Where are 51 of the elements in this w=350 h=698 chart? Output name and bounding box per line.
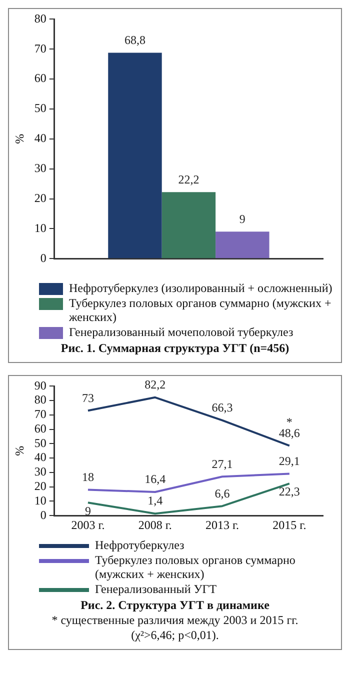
y-tick-label: 30 xyxy=(34,464,46,479)
legend-label: Туберкулез половых органов суммарно (мужских + женских) xyxy=(95,553,296,581)
data-label: 73 xyxy=(82,390,94,405)
legend-label: Нефротуберкулез xyxy=(95,538,184,552)
data-label: 16,4 xyxy=(144,472,166,486)
x-tick-label: 2015 г. xyxy=(272,518,306,532)
y-tick-label: 30 xyxy=(34,160,46,175)
y-tick-label: 10 xyxy=(34,220,46,235)
y-tick-label: 20 xyxy=(34,190,46,205)
y-axis-title: % xyxy=(12,134,26,144)
y-tick-label: 60 xyxy=(34,421,46,436)
y-tick-label: 50 xyxy=(34,101,46,116)
x-tick-label: 2008 г. xyxy=(138,518,172,532)
data-label: 6,6 xyxy=(214,486,230,500)
data-label: 18 xyxy=(82,470,94,484)
data-label: 1,4 xyxy=(148,494,163,508)
data-label: 66,3 xyxy=(212,400,233,414)
y-tick-label: 60 xyxy=(34,71,46,86)
data-label: 68,8 xyxy=(124,32,146,47)
text: Рис. 2. Структура УГТ в динамике xyxy=(80,598,270,613)
x-tick-label: 2003 г. xyxy=(71,518,105,532)
y-tick-label: 20 xyxy=(34,479,46,493)
legend-label: Нефротуберкулез (изолированный + осложненный) xyxy=(69,281,332,295)
y-tick-label: 70 xyxy=(34,407,46,422)
data-label: 82,2 xyxy=(144,378,166,392)
y-tick-label: 0 xyxy=(40,250,46,265)
data-label: 22,2 xyxy=(178,172,200,186)
y-tick-label: 70 xyxy=(34,41,46,56)
y-tick-label: 90 xyxy=(34,378,46,392)
data-label: 27,1 xyxy=(212,456,233,471)
y-tick-label: 50 xyxy=(34,436,46,450)
y-tick-label: 40 xyxy=(34,131,46,146)
x-tick-label: 2013 г. xyxy=(205,518,240,532)
bar xyxy=(108,52,162,258)
bar xyxy=(216,232,270,258)
y-tick-label: 80 xyxy=(34,392,46,407)
data-label: 9 xyxy=(239,212,246,226)
y-tick-label: 10 xyxy=(34,493,46,508)
data-label: 29,1 xyxy=(278,454,300,468)
y-tick-label: 80 xyxy=(34,11,46,26)
bar xyxy=(162,192,216,258)
y-tick-label: 0 xyxy=(40,508,46,522)
y-tick-label: 40 xyxy=(34,450,46,464)
legend-label: Генерализованный УГТ xyxy=(95,582,217,596)
data-label: 9 xyxy=(84,504,91,518)
text: * существенные различия между 2003 и 2015 гг. (χ²>6,46; p<0,01). xyxy=(50,613,300,643)
text: Рис. 1. Суммарная структура УГТ (n=456) xyxy=(60,341,290,356)
data-label: 22,3 xyxy=(278,484,300,499)
legend-label: Туберкулез половых органов суммарно (мужских + женских) xyxy=(69,296,332,324)
y-axis-title: % xyxy=(12,446,26,456)
legend-label: Генерализованный мочеполовой туберкулез xyxy=(69,325,294,339)
